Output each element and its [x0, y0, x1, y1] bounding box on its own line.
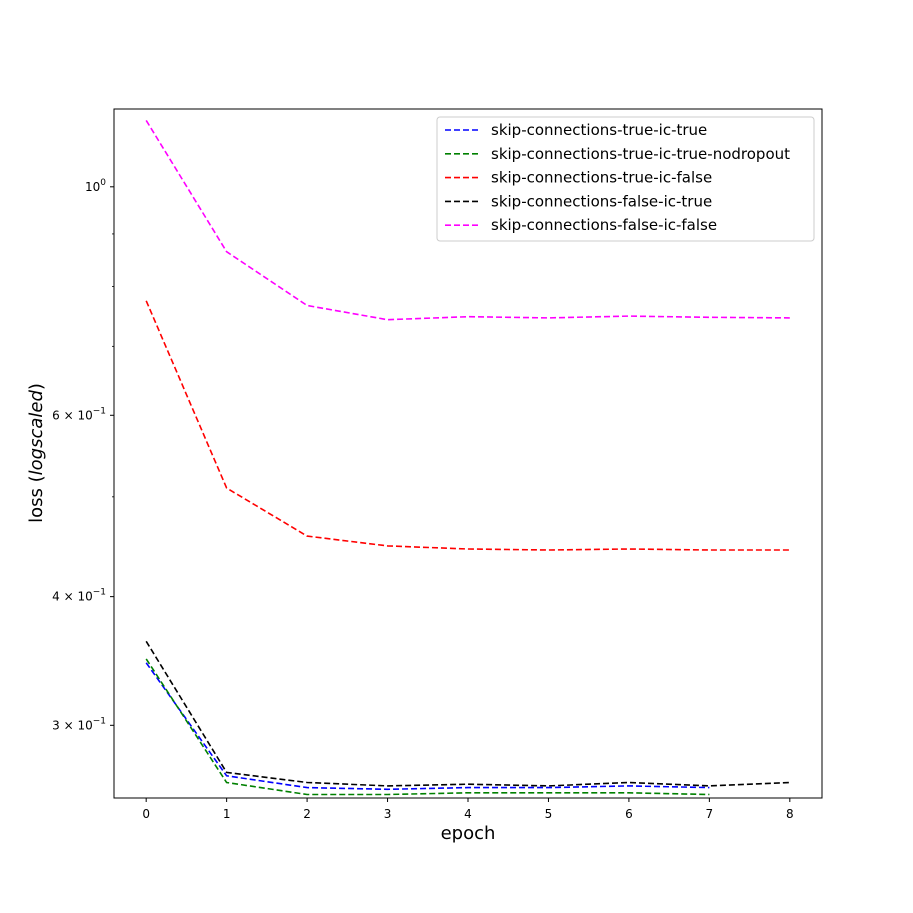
y-axis: 100 6 × 10−1 4 × 10−1 3 × 10−1	[52, 178, 114, 732]
x-tick-label: 3	[384, 807, 392, 821]
series-line-2	[145, 300, 790, 551]
legend-label: skip-connections-true-ic-true	[491, 121, 707, 139]
x-axis-label: epoch	[441, 823, 496, 844]
legend-box	[436, 116, 815, 242]
y-tick-label: 6 × 10−1	[52, 406, 106, 422]
x-tick-label: 0	[142, 807, 150, 821]
x-tick-label: 6	[625, 807, 633, 821]
legend-label: skip-connections-true-ic-false	[491, 169, 712, 187]
x-axis: 0 1 2 3 4 5 6 7 8	[142, 798, 794, 821]
legend-label: skip-connections-false-ic-true	[491, 192, 712, 210]
series-lines	[145, 119, 790, 796]
legend: skip-connections-true-ic-true skip-connec…	[436, 116, 815, 242]
y-axis-label-italic: logscaled	[26, 390, 47, 476]
y-tick-label: 4 × 10−1	[52, 588, 106, 604]
y-tick-label: 100	[85, 178, 106, 194]
x-tick-label: 7	[706, 807, 714, 821]
x-tick-label: 4	[464, 807, 472, 821]
x-tick-label: 5	[545, 807, 553, 821]
y-tick-label: 3 × 10−1	[52, 716, 106, 732]
series-line-3	[145, 640, 790, 787]
y-axis-label: loss (logscaled)	[26, 383, 47, 523]
legend-label: skip-connections-false-ic-false	[491, 216, 717, 234]
x-tick-label: 8	[786, 807, 794, 821]
x-tick-label: 2	[303, 807, 311, 821]
legend-label: skip-connections-true-ic-true-nodropout	[491, 145, 790, 163]
y-axis-label-prefix: loss (	[26, 475, 47, 523]
y-axis-label-suffix: )	[26, 383, 47, 390]
x-tick-label: 1	[223, 807, 231, 821]
